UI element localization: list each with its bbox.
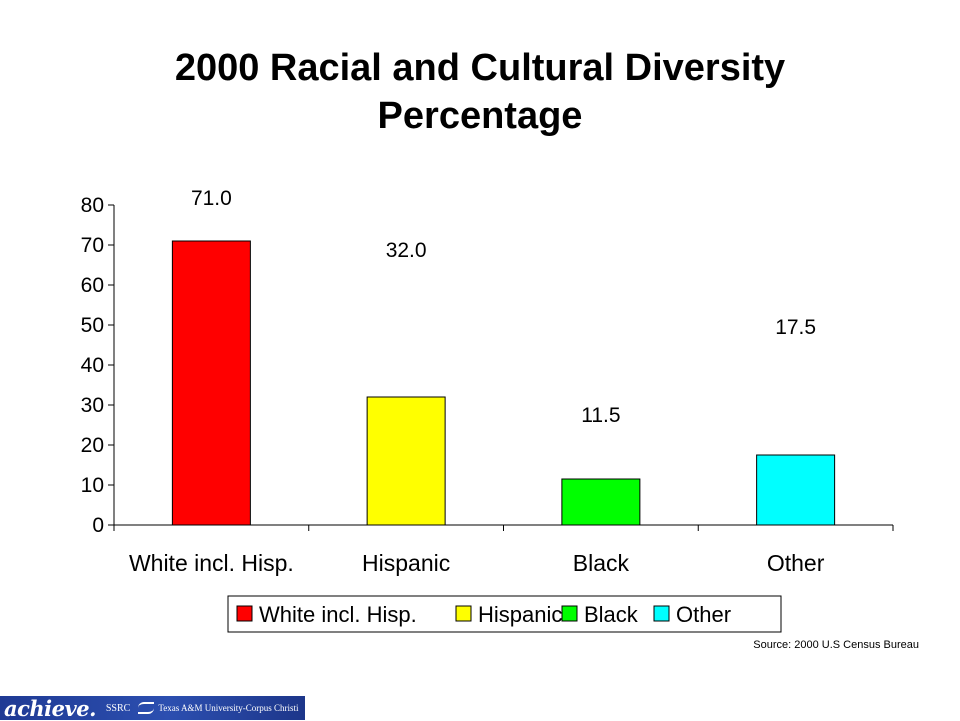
y-tick-label: 70 xyxy=(81,234,104,257)
y-tick-label: 20 xyxy=(81,434,104,457)
university-label: Texas A&M University-Corpus Christi xyxy=(158,703,299,713)
y-tick-label: 40 xyxy=(81,354,104,377)
legend-swatch xyxy=(236,605,253,622)
chart-title-line-1: 2000 Racial and Cultural Diversity xyxy=(174,47,786,89)
y-tick-label: 30 xyxy=(81,394,104,417)
ssrc-label: SSRC xyxy=(105,702,131,714)
data-label: 17.5 xyxy=(775,316,816,339)
chart-title: 2000 Racial and Cultural Diversity Perce… xyxy=(0,44,960,140)
legend-label: White incl. Hisp. xyxy=(259,602,417,627)
source-note: Source: 2000 U.S Census Bureau xyxy=(753,639,919,651)
legend-swatch xyxy=(561,605,578,622)
chart-title-line-2: Percentage xyxy=(377,95,583,137)
y-tick-label: 0 xyxy=(92,514,104,537)
legend-label: Other xyxy=(676,602,731,627)
category-label: Hispanic xyxy=(362,550,450,576)
category-label: White incl. Hisp. xyxy=(129,550,294,576)
legend-box xyxy=(227,595,782,633)
achieve-logo: achieve. xyxy=(4,695,96,721)
bar-hispanic xyxy=(366,396,446,526)
data-label: 32.0 xyxy=(386,239,427,262)
category-label: Black xyxy=(573,550,630,576)
bar-white-incl-hisp xyxy=(171,240,251,526)
legend-swatch xyxy=(455,605,472,622)
y-tick-label: 60 xyxy=(81,274,104,297)
bar-black xyxy=(561,478,641,526)
data-label: 71.0 xyxy=(191,187,232,210)
footer-banner: achieve. SSRC Texas A&M University-Corpu… xyxy=(0,695,305,721)
data-label: 11.5 xyxy=(581,404,620,427)
legend-label: Black xyxy=(584,602,639,627)
y-tick-label: 10 xyxy=(81,474,104,497)
legend-label: Hispanic xyxy=(478,602,562,627)
legend-swatch xyxy=(653,605,670,622)
y-tick-label: 80 xyxy=(81,194,104,217)
wave-icon xyxy=(138,702,155,714)
y-tick-label: 50 xyxy=(81,314,104,337)
bar-other xyxy=(756,454,836,526)
category-label: Other xyxy=(767,550,825,576)
